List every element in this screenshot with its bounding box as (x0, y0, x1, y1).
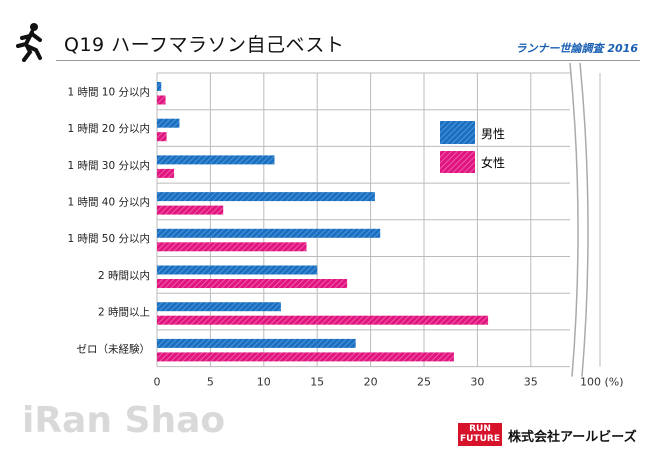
legend-swatch-female (440, 151, 475, 173)
bar-female (157, 95, 166, 105)
x-tick-label: 15 (310, 376, 324, 389)
company-name: 株式会社アールビーズ (508, 430, 637, 445)
bar-female (157, 205, 224, 215)
run-future-logo: RUN FUTURE (458, 423, 502, 446)
bar-male (157, 155, 275, 165)
legend-label-female: 女性 (481, 156, 506, 170)
bar-male (157, 228, 381, 238)
badge-bottom: FUTURE (460, 434, 500, 444)
bar-male (157, 118, 180, 128)
bar-female (157, 352, 454, 362)
category-label: ゼロ（未経験） (77, 342, 151, 355)
bar-male (157, 192, 375, 202)
bar-female (157, 279, 348, 288)
runner-icon (16, 23, 42, 62)
bar-female (157, 315, 489, 325)
axis-break-left (569, 62, 579, 377)
bar-male (157, 302, 281, 312)
legend-label-male: 男性 (481, 127, 506, 141)
x-tick-label: 5 (207, 376, 214, 389)
legend-swatch-male (440, 121, 475, 144)
bar-female (157, 132, 167, 142)
x-tick-label: 0 (154, 376, 161, 389)
category-label: 1 時間 30 分以内 (67, 159, 150, 172)
category-label: 1 時間 20 分以内 (67, 122, 150, 135)
category-label: 1 時間 50 分以内 (67, 232, 150, 245)
category-label: 2 時間以内 (98, 269, 150, 282)
page-title: Q19 ハーフマラソン自己ベスト (64, 34, 345, 56)
x-tick-label: 35 (524, 376, 538, 389)
x-tick-label-100: 100 (%) (580, 376, 624, 389)
x-tick-label: 25 (417, 376, 431, 389)
bar-male (157, 82, 162, 91)
bar-male (157, 265, 318, 275)
survey-label: ランナー世論調査 2016 (515, 42, 638, 55)
category-label: 1 時間 40 分以内 (67, 195, 150, 208)
badge-top: RUN (469, 424, 491, 434)
bar-female (157, 168, 175, 178)
axis-break-right (579, 62, 589, 377)
category-label: 1 時間 10 分以内 (67, 85, 150, 98)
watermark: iRan Shao (22, 400, 226, 441)
bar-chart: 0 5 10 15 20 25 30 35 100 (%) 1 時間 10 分以内 1 時間 20 … (67, 62, 624, 389)
x-tick-label: 20 (364, 376, 378, 389)
category-label: 2 時間以上 (98, 307, 150, 319)
bar-female (157, 242, 307, 252)
bar-male (157, 338, 356, 348)
x-tick-label: 30 (470, 376, 484, 389)
title-divider (56, 60, 640, 61)
x-tick-label: 10 (257, 376, 271, 389)
